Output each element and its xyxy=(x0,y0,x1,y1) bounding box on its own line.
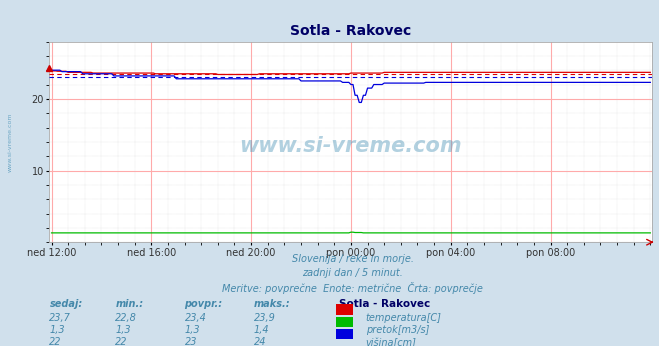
Text: 22: 22 xyxy=(49,337,62,346)
Text: pretok[m3/s]: pretok[m3/s] xyxy=(366,325,429,335)
Text: zadnji dan / 5 minut.: zadnji dan / 5 minut. xyxy=(302,268,403,278)
Text: 1,3: 1,3 xyxy=(49,325,65,335)
Text: 23: 23 xyxy=(185,337,197,346)
Text: povpr.:: povpr.: xyxy=(185,299,223,309)
Text: 22,8: 22,8 xyxy=(115,313,137,323)
Text: Sotla - Rakovec: Sotla - Rakovec xyxy=(339,299,430,309)
Title: Sotla - Rakovec: Sotla - Rakovec xyxy=(291,24,411,38)
Text: višina[cm]: višina[cm] xyxy=(366,337,416,346)
Text: maks.:: maks.: xyxy=(254,299,291,309)
Text: 1,4: 1,4 xyxy=(254,325,270,335)
Text: sedaj:: sedaj: xyxy=(49,299,82,309)
Text: 22: 22 xyxy=(115,337,128,346)
Text: Meritve: povprečne  Enote: metrične  Črta: povprečje: Meritve: povprečne Enote: metrične Črta:… xyxy=(222,282,483,294)
Text: www.si-vreme.com: www.si-vreme.com xyxy=(240,136,462,156)
Text: temperatura[C]: temperatura[C] xyxy=(366,313,442,323)
Text: Slovenija / reke in morje.: Slovenija / reke in morje. xyxy=(291,254,414,264)
Text: 23,9: 23,9 xyxy=(254,313,275,323)
Text: 1,3: 1,3 xyxy=(185,325,200,335)
Text: 1,3: 1,3 xyxy=(115,325,131,335)
Text: 23,4: 23,4 xyxy=(185,313,206,323)
Text: 24: 24 xyxy=(254,337,266,346)
Text: www.si-vreme.com: www.si-vreme.com xyxy=(8,112,13,172)
Text: min.:: min.: xyxy=(115,299,144,309)
Text: 23,7: 23,7 xyxy=(49,313,71,323)
